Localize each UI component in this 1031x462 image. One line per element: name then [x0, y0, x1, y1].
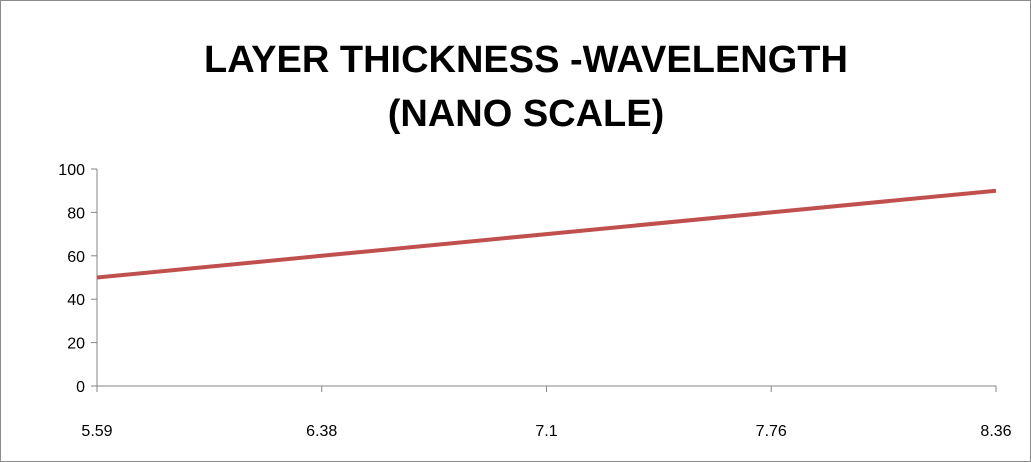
x-tick-label: 7.1 — [535, 423, 557, 440]
x-tick-label: 5.59 — [81, 423, 112, 440]
y-tick-label: 20 — [67, 336, 85, 353]
y-tick-label: 100 — [58, 162, 85, 179]
y-tick-label: 0 — [76, 379, 85, 396]
x-tick-label: 8.36 — [980, 423, 1011, 440]
x-tick-label: 7.76 — [756, 423, 787, 440]
y-tick-label: 60 — [67, 249, 85, 266]
x-tick-label: 6.38 — [306, 423, 337, 440]
y-tick-label: 80 — [67, 205, 85, 222]
chart-title: LAYER THICKNESS -WAVELENGTH (NANO SCALE) — [204, 39, 848, 135]
y-tick-label: 40 — [67, 292, 85, 309]
